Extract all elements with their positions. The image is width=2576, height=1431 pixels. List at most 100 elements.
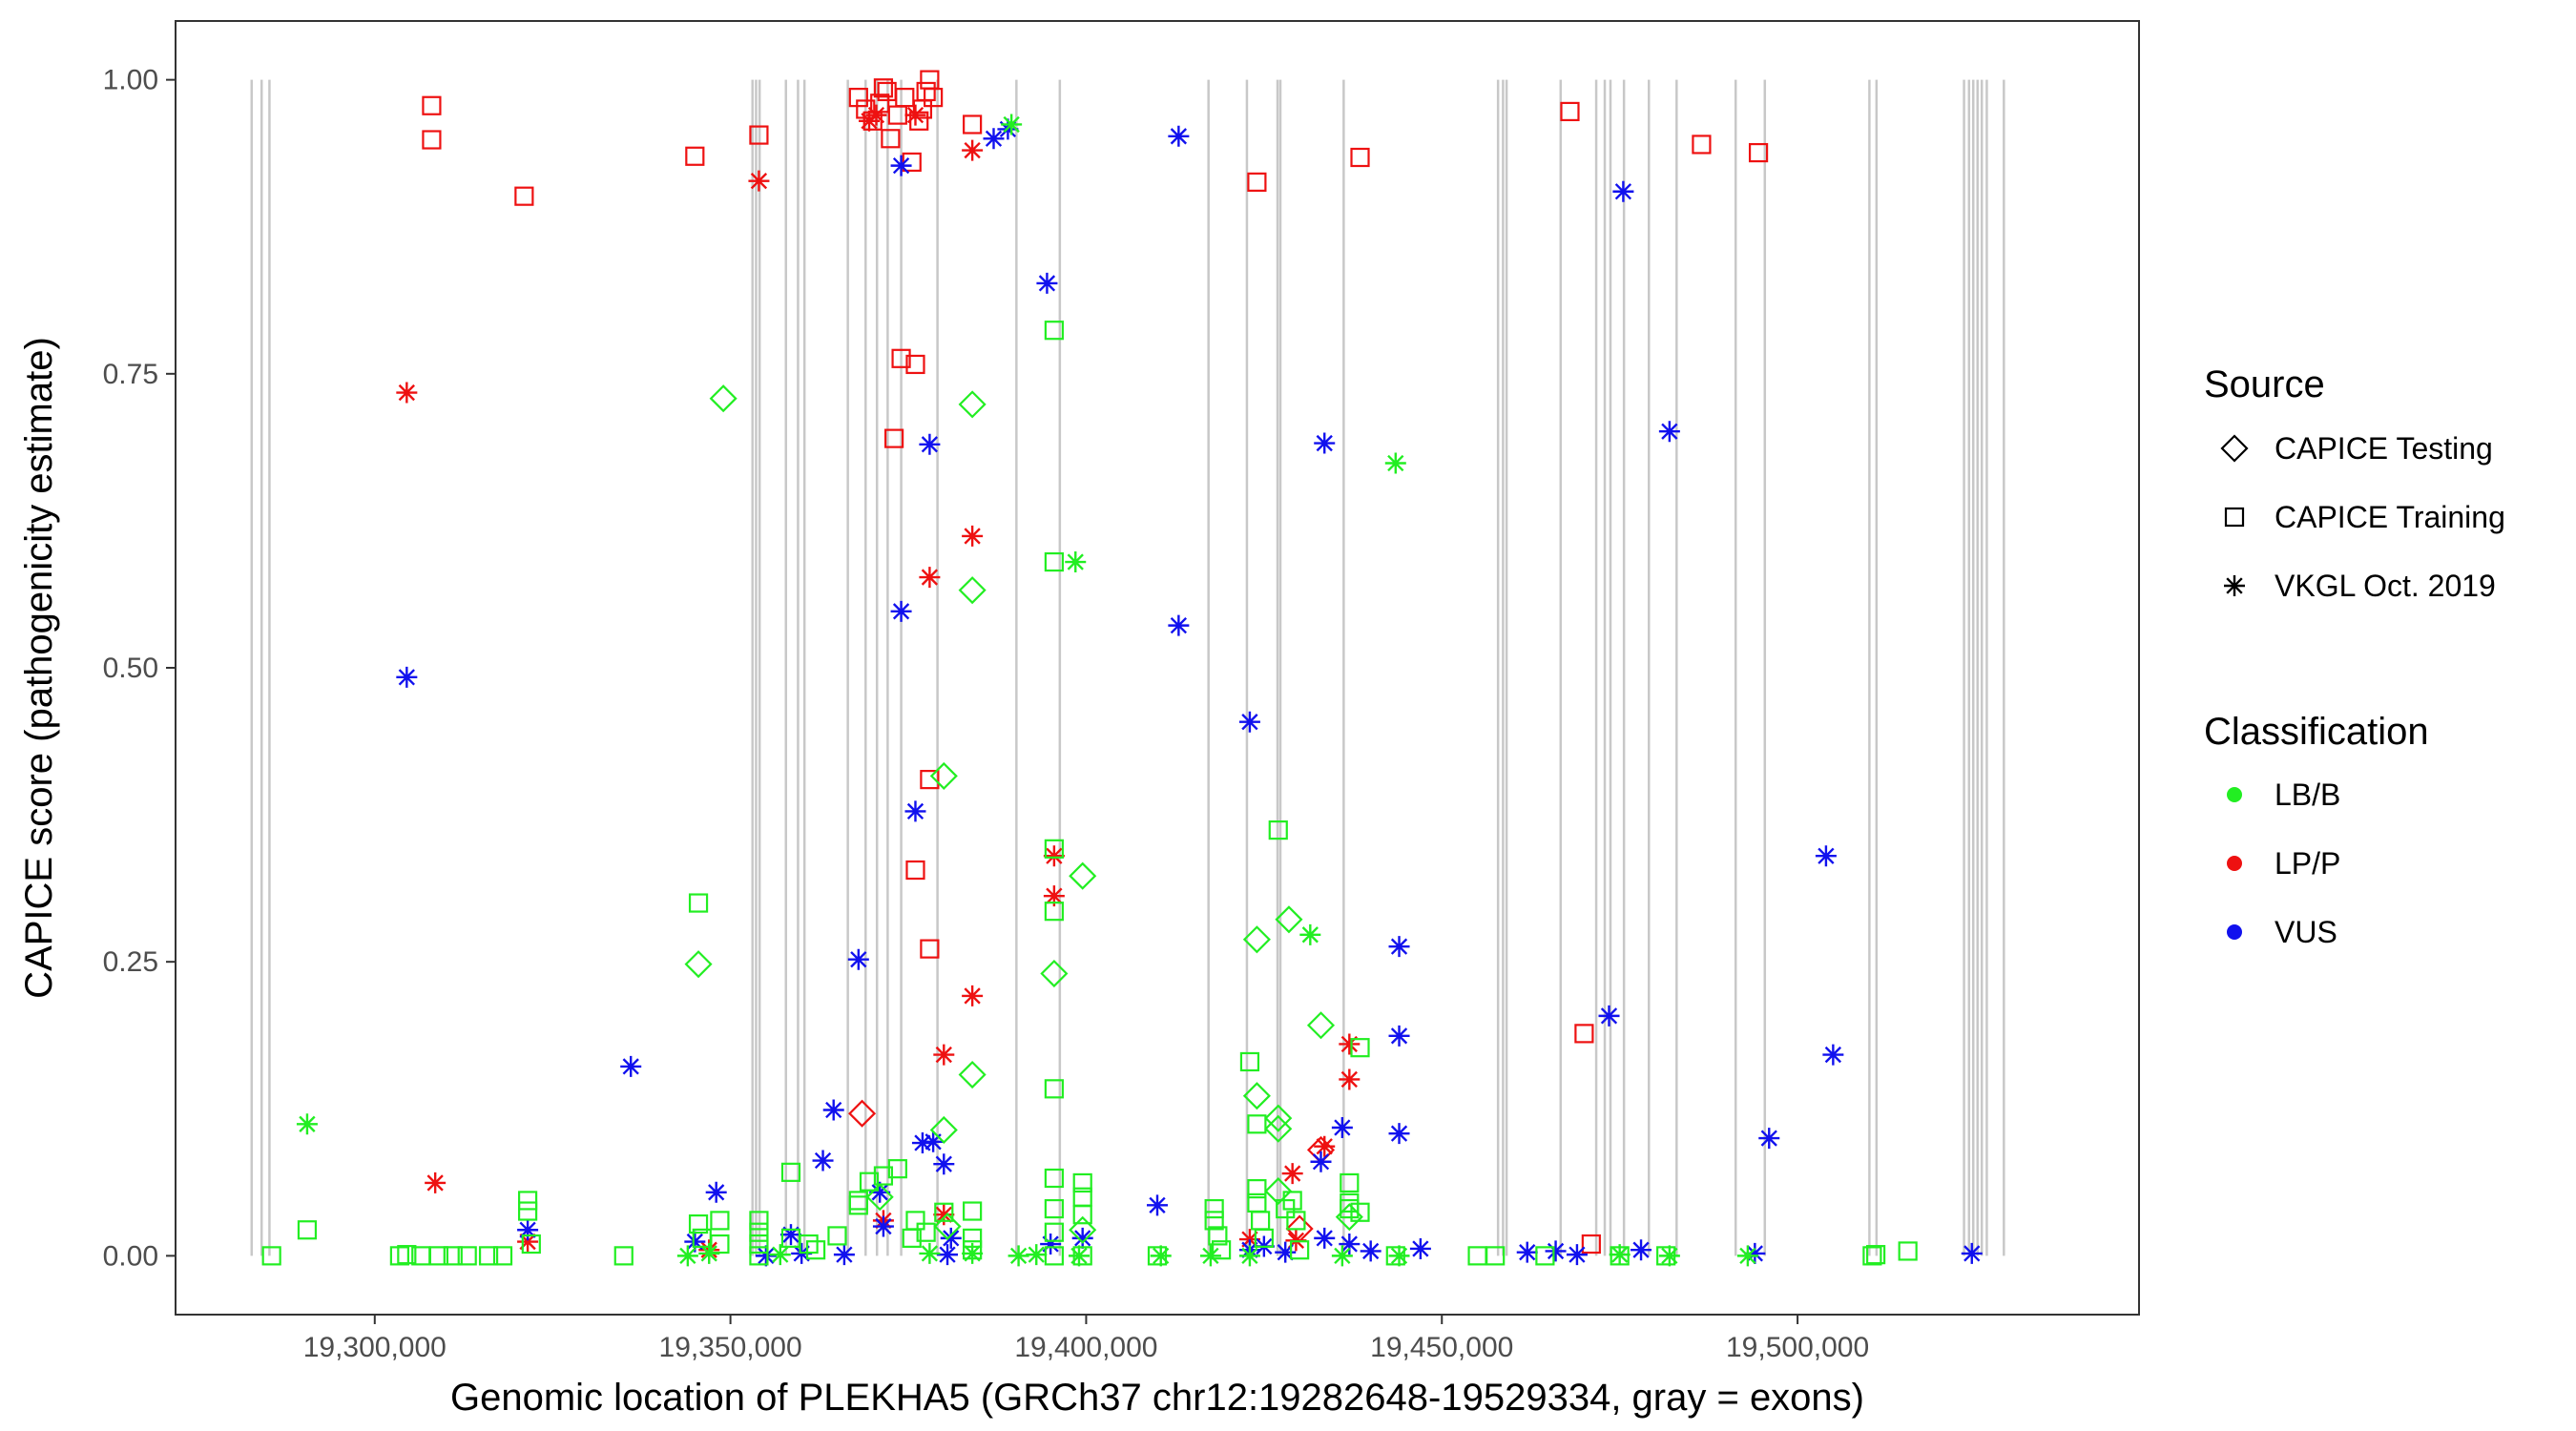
data-point bbox=[916, 81, 936, 102]
y-tick-label: 1.00 bbox=[103, 65, 158, 96]
legend-class-key bbox=[2227, 924, 2242, 940]
data-point bbox=[780, 1162, 801, 1182]
data-point bbox=[749, 1211, 769, 1231]
data-point bbox=[1044, 321, 1064, 341]
data-point bbox=[688, 893, 709, 913]
data-point bbox=[827, 1226, 847, 1246]
data-point bbox=[859, 1172, 880, 1192]
data-point bbox=[1036, 272, 1058, 294]
legend-class-label: LP/P bbox=[2275, 846, 2340, 881]
data-point bbox=[684, 950, 713, 979]
legend-source-key bbox=[2224, 575, 2245, 596]
data-point bbox=[443, 1246, 463, 1266]
data-point bbox=[492, 1246, 513, 1266]
data-point bbox=[1044, 1222, 1064, 1242]
data-point bbox=[1208, 1226, 1228, 1246]
x-tick-label: 19,300,000 bbox=[303, 1332, 447, 1363]
data-point bbox=[1040, 1234, 1062, 1255]
data-point bbox=[963, 114, 983, 135]
legend-class-label: LB/B bbox=[2275, 778, 2340, 812]
data-point bbox=[613, 1246, 634, 1266]
data-point bbox=[1350, 147, 1370, 168]
data-point bbox=[425, 1172, 447, 1193]
data-point bbox=[296, 1113, 318, 1135]
data-point bbox=[1044, 1079, 1064, 1099]
data-point bbox=[1314, 432, 1336, 454]
data-point bbox=[933, 1204, 955, 1226]
data-point bbox=[1204, 1211, 1224, 1231]
data-point bbox=[684, 1231, 706, 1253]
data-point bbox=[920, 770, 940, 790]
data-point bbox=[873, 78, 894, 98]
data-point bbox=[749, 1234, 769, 1255]
data-point bbox=[1072, 1205, 1092, 1225]
data-point bbox=[1008, 1245, 1029, 1267]
legend-source-label: VKGL Oct. 2019 bbox=[2275, 569, 2496, 603]
data-point bbox=[1026, 1244, 1048, 1266]
data-point bbox=[1168, 125, 1190, 147]
data-point bbox=[929, 1115, 958, 1145]
data-point bbox=[755, 1245, 777, 1267]
data-point bbox=[887, 105, 907, 125]
x-tick-label: 19,450,000 bbox=[1370, 1332, 1513, 1363]
data-point bbox=[890, 600, 912, 622]
data-point bbox=[514, 186, 534, 206]
data-point bbox=[911, 1132, 933, 1154]
plot-panel-border bbox=[175, 20, 2140, 1316]
axis-ticks: 0.00 0.25 0.50 0.75 1.00 19,300,000 19,350,000… bbox=[103, 65, 1870, 1363]
data-point bbox=[805, 1240, 826, 1260]
data-point bbox=[1310, 1151, 1332, 1172]
data-point bbox=[1815, 845, 1837, 867]
legend-source-title: Source bbox=[2204, 363, 2325, 405]
data-point bbox=[929, 761, 958, 790]
data-point bbox=[1286, 1211, 1306, 1231]
data-point bbox=[1598, 1005, 1620, 1027]
data-point bbox=[1360, 1240, 1381, 1262]
data-point bbox=[1040, 959, 1069, 988]
data-point bbox=[872, 1215, 894, 1237]
legend-classification-entries: LB/B LP/P VUS bbox=[2227, 778, 2340, 949]
data-point bbox=[1388, 1025, 1410, 1047]
data-point bbox=[1384, 452, 1406, 474]
data-point bbox=[1071, 1227, 1093, 1249]
data-point bbox=[904, 104, 926, 126]
data-point bbox=[748, 170, 770, 192]
data-point bbox=[1290, 1240, 1310, 1260]
data-point bbox=[517, 1219, 539, 1241]
data-point bbox=[1242, 925, 1271, 954]
data-point bbox=[919, 1242, 941, 1264]
data-point bbox=[297, 1220, 318, 1240]
data-point bbox=[1350, 1038, 1370, 1058]
data-point bbox=[1331, 1117, 1353, 1138]
data-point bbox=[779, 1224, 801, 1246]
data-point bbox=[1535, 1246, 1555, 1266]
data-point bbox=[904, 800, 926, 822]
legend-source-label: CAPICE Testing bbox=[2275, 431, 2493, 466]
data-point bbox=[1961, 1242, 1983, 1264]
data-point bbox=[1560, 101, 1580, 122]
data-point bbox=[1044, 839, 1064, 859]
data-point bbox=[799, 1234, 819, 1255]
data-point bbox=[822, 1099, 844, 1121]
data-point bbox=[676, 1245, 698, 1267]
data-points bbox=[261, 70, 1983, 1267]
data-point bbox=[521, 1234, 541, 1255]
data-point bbox=[1822, 1044, 1844, 1066]
data-point bbox=[1758, 1128, 1780, 1150]
data-point bbox=[919, 433, 941, 455]
x-axis-title: Genomic location of PLEKHA5 (GRCh37 chr1… bbox=[450, 1377, 1864, 1419]
data-point bbox=[1275, 1241, 1297, 1263]
legend-source-entries: CAPICE Testing CAPICE Training VKGL Oct. 2… bbox=[2220, 431, 2505, 603]
data-point bbox=[895, 88, 915, 108]
data-point bbox=[1268, 820, 1288, 840]
data-point bbox=[1264, 1177, 1293, 1206]
data-point bbox=[962, 525, 984, 547]
y-axis-title: CAPICE score (pathogenicity estimate) bbox=[18, 337, 60, 999]
data-point bbox=[1069, 861, 1097, 890]
data-point bbox=[916, 1222, 936, 1242]
data-point bbox=[261, 1246, 281, 1266]
data-point bbox=[1199, 1245, 1221, 1267]
data-point bbox=[749, 125, 769, 145]
data-point bbox=[933, 1044, 955, 1066]
